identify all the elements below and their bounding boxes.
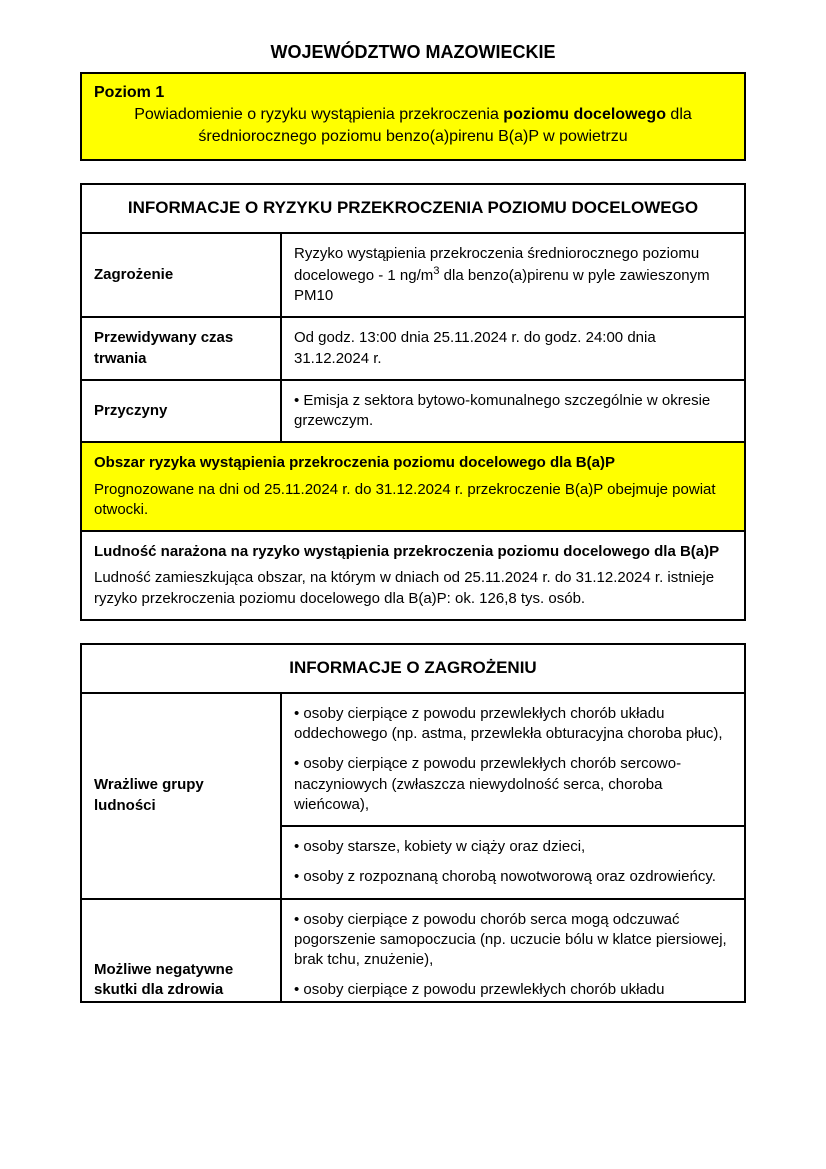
- sensitive-cell-1: • osoby cierpiące z powodu przewlekłych …: [282, 694, 744, 827]
- risk-info-table: INFORMACJE O RYZYKU PRZEKROCZENIA POZIOM…: [80, 183, 746, 621]
- sensitive-groups-label: Wrażliwe grupy ludności: [82, 694, 282, 898]
- bullet-item: • osoby cierpiące z powodu chorób serca …: [294, 910, 732, 971]
- hazard-info-table: INFORMACJE O ZAGROŻENIU Wrażliwe grupy l…: [80, 643, 746, 1003]
- health-effects-label: Możliwe negatywne skutki dla zdrowia: [82, 900, 282, 1001]
- alert-body: Powiadomienie o ryzyku wystąpienia przek…: [94, 104, 732, 149]
- duration-label: Przewidywany czas trwania: [82, 318, 282, 379]
- duration-value: Od godz. 13:00 dnia 25.11.2024 r. do god…: [282, 318, 744, 379]
- bullet-item: • osoby cierpiące z powodu przewlekłych …: [294, 754, 732, 815]
- alert-level: Poziom 1: [94, 82, 732, 104]
- bullet-item: • osoby cierpiące z powodu przewlekłych …: [294, 704, 732, 745]
- table-row: Możliwe negatywne skutki dla zdrowia • o…: [82, 900, 744, 1001]
- alert-banner: Poziom 1 Powiadomienie o ryzyku wystąpie…: [80, 72, 746, 160]
- table-row: Zagrożenie Ryzyko wystąpienia przekrocze…: [82, 234, 744, 319]
- table-row: Przyczyny • Emisja z sektora bytowo-komu…: [82, 381, 744, 444]
- risk-info-header: INFORMACJE O RYZYKU PRZEKROCZENIA POZIOM…: [82, 185, 744, 234]
- bullet-item: • osoby starsze, kobiety w ciąży oraz dz…: [294, 837, 732, 857]
- bullet-item: • osoby cierpiące z powodu przewlekłych …: [294, 980, 732, 1000]
- risk-area-row: Obszar ryzyka wystąpienia przekroczenia …: [82, 443, 744, 532]
- sensitive-cell-2: • osoby starsze, kobiety w ciąży oraz dz…: [282, 827, 744, 898]
- bullet-item: • osoby z rozpoznaną chorobą nowotworową…: [294, 867, 732, 887]
- banner-text-bold: poziomu docelowego: [503, 106, 666, 123]
- causes-value: • Emisja z sektora bytowo-komunalnego sz…: [282, 381, 744, 442]
- table-row: Wrażliwe grupy ludności • osoby cierpiąc…: [82, 694, 744, 900]
- risk-area-body: Prognozowane na dni od 25.11.2024 r. do …: [94, 481, 716, 518]
- population-title: Ludność narażona na ryzyko wystąpienia p…: [94, 542, 732, 562]
- table-row: Przewidywany czas trwania Od godz. 13:00…: [82, 318, 744, 381]
- population-row: Ludność narażona na ryzyko wystąpienia p…: [82, 532, 744, 619]
- hazard-info-header: INFORMACJE O ZAGROŻENIU: [82, 645, 744, 694]
- sensitive-groups-values: • osoby cierpiące z powodu przewlekłych …: [282, 694, 744, 898]
- health-effects-value: • osoby cierpiące z powodu chorób serca …: [282, 900, 744, 1001]
- page-title: WOJEWÓDZTWO MAZOWIECKIE: [80, 40, 746, 64]
- threat-value: Ryzyko wystąpienia przekroczenia średnio…: [282, 234, 744, 317]
- risk-area-title: Obszar ryzyka wystąpienia przekroczenia …: [94, 453, 732, 473]
- population-body: Ludność zamieszkująca obszar, na którym …: [94, 569, 714, 606]
- threat-label: Zagrożenie: [82, 234, 282, 317]
- causes-label: Przyczyny: [82, 381, 282, 442]
- banner-text-pre: Powiadomienie o ryzyku wystąpienia przek…: [134, 106, 503, 123]
